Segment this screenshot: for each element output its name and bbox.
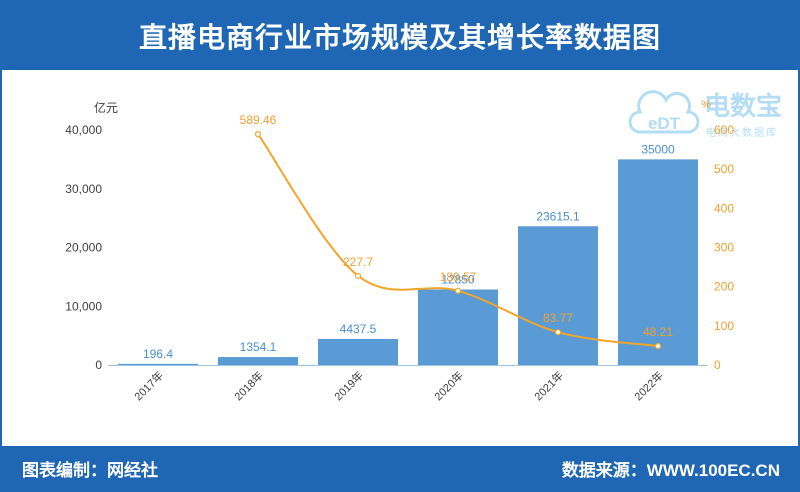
logo-tagline: 电商大数据库 xyxy=(706,128,778,139)
right-axis-tick-label: 300 xyxy=(714,241,734,255)
x-axis-category-label: 2020年 xyxy=(431,368,466,403)
market-size-value-label: 23615.1 xyxy=(536,209,580,223)
market-size-value-label: 12850 xyxy=(441,273,475,287)
right-axis-tick-label: 500 xyxy=(714,162,734,176)
market-size-bar xyxy=(218,357,298,365)
left-axis-tick-label: 20,000 xyxy=(65,241,102,255)
market-size-bar xyxy=(118,363,198,365)
footer-bar: 图表编制：网经社 数据来源：WWW.100EC.CN xyxy=(2,446,798,490)
right-axis-tick-label: 400 xyxy=(714,201,734,215)
left-axis-tick-label: 30,000 xyxy=(65,182,102,196)
right-axis-tick-label: 100 xyxy=(714,319,734,333)
growth-rate-value-label: 189.57 xyxy=(440,270,477,284)
left-axis-title: 亿元 xyxy=(94,100,118,115)
right-axis-title: % xyxy=(701,99,711,111)
left-axis-tick-label: 10,000 xyxy=(65,299,102,313)
growth-rate-value-label: 83.77 xyxy=(543,311,573,325)
logo-mark: eDT xyxy=(648,114,681,133)
growth-rate-point xyxy=(554,329,562,336)
chart-credit: 图表编制：网经社 xyxy=(22,460,158,480)
growth-rate-point xyxy=(354,272,362,279)
left-axis-tick-label: 0 xyxy=(95,358,102,372)
market-size-value-label: 196.4 xyxy=(143,347,173,361)
chart-title: 直播电商行业市场规模及其增长率数据图 xyxy=(138,22,661,53)
market-size-bar xyxy=(318,338,398,365)
growth-rate-line xyxy=(257,133,659,348)
x-axis-category-label: 2022年 xyxy=(631,368,666,403)
market-size-bar xyxy=(618,159,698,365)
market-size-bar xyxy=(518,226,598,365)
growth-rate-point xyxy=(654,343,662,350)
x-axis-category-label: 2021年 xyxy=(531,368,566,403)
growth-rate-point xyxy=(254,131,262,138)
market-size-bar xyxy=(418,289,498,365)
title-bar: 直播电商行业市场规模及其增长率数据图 xyxy=(2,2,798,70)
logo-name: 电数宝 xyxy=(704,91,783,121)
data-source: 数据来源：WWW.100EC.CN xyxy=(561,460,780,480)
right-axis-tick-label: 0 xyxy=(714,358,721,372)
right-axis-tick-label: 200 xyxy=(714,280,734,294)
growth-rate-value-label: 589.46 xyxy=(240,113,277,127)
cloud-logo-icon: eDT xyxy=(628,90,700,134)
growth-rate-value-label: 227.7 xyxy=(343,255,373,269)
left-axis-tick-label: 40,000 xyxy=(65,123,102,137)
brand-logo: eDT 电数宝 电商大数据库 xyxy=(628,82,796,144)
x-axis-category-label: 2018年 xyxy=(231,368,266,403)
growth-rate-value-label: 48.21 xyxy=(643,325,673,339)
market-size-value-label: 1354.1 xyxy=(240,340,277,354)
growth-rate-point xyxy=(454,287,462,294)
x-axis-category-label: 2019年 xyxy=(331,368,366,403)
x-axis-category-label: 2017年 xyxy=(131,368,166,403)
right-axis-tick-label: 600 xyxy=(714,123,734,137)
market-size-value-label: 35000 xyxy=(641,142,675,156)
market-size-value-label: 4437.5 xyxy=(340,322,377,336)
